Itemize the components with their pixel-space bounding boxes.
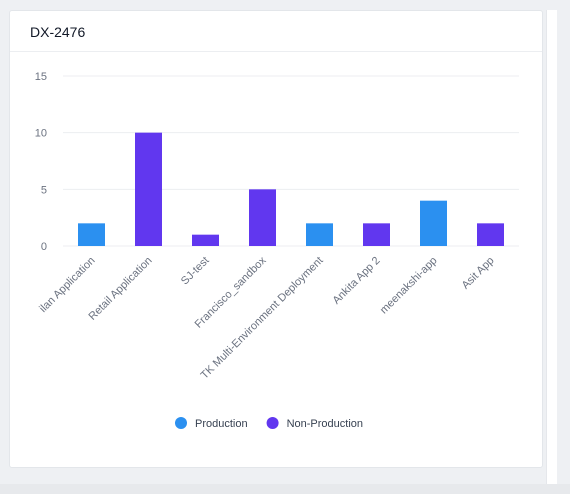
bar: [477, 223, 504, 246]
card-title: DX-2476: [10, 11, 542, 52]
x-tick-label: Asit App: [460, 255, 497, 292]
bar: [363, 223, 390, 246]
x-tick-label: SJ-test: [179, 255, 212, 288]
legend-marker: [175, 417, 187, 429]
bar: [78, 223, 105, 246]
y-tick-label: 0: [41, 241, 47, 253]
x-tick-label: TK Multi-Environment Deployment: [199, 255, 326, 382]
legend-marker: [266, 417, 279, 429]
scrollbar[interactable]: [546, 10, 557, 484]
x-tick-label: meenakshi-app: [378, 255, 440, 317]
x-tick-label: Ankita App 2: [330, 255, 382, 307]
bottom-strip: [0, 484, 570, 494]
legend-label: Production: [195, 418, 248, 430]
x-tick-label: ilan Application: [37, 255, 97, 315]
y-tick-label: 10: [35, 128, 47, 140]
bar: [192, 234, 219, 246]
bar: [420, 200, 447, 246]
x-tick-label: Retail Application: [86, 255, 154, 323]
y-tick-label: 5: [41, 184, 47, 196]
bar: [306, 223, 333, 246]
legend-label: Non-Production: [287, 418, 363, 430]
bar: [249, 189, 276, 246]
bar: [135, 132, 162, 246]
y-tick-label: 15: [35, 71, 47, 83]
